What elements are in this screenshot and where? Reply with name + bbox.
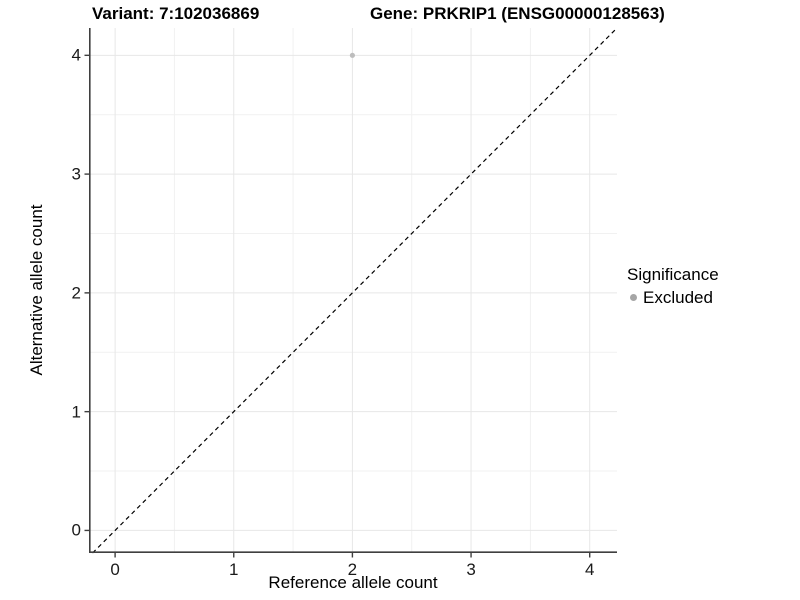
data-point-excluded [349,52,356,58]
x-axis-title: Reference allele count [268,573,438,592]
legend-item-excluded: Excluded [627,288,719,308]
plot-title-gene: Gene: PRKRIP1 (ENSG00000128563) [370,4,665,23]
y-tick-label: 1 [71,402,81,422]
y-axis-title: Alternative allele count [27,204,47,376]
legend-item-label: Excluded [643,287,713,307]
x-tick-label: 2 [347,560,358,579]
x-tick-label: 1 [229,560,239,579]
y-tick-label: 3 [71,164,81,184]
y-tick-label: 2 [71,283,81,303]
identity-line [92,27,618,554]
x-tick-label: 3 [466,560,476,579]
plot-area [84,27,618,558]
excluded-point-icon [630,293,637,301]
plot-title-variant: Variant: 7:102036869 [92,4,260,23]
x-tick-label: 4 [584,560,595,579]
y-tick-label: 4 [71,45,81,65]
y-tick-label: 0 [71,520,81,540]
legend-title: Significance [627,265,719,284]
x-tick-label: 0 [110,560,120,579]
legend: Significance Excluded [627,265,719,307]
plot-panel [84,27,618,558]
